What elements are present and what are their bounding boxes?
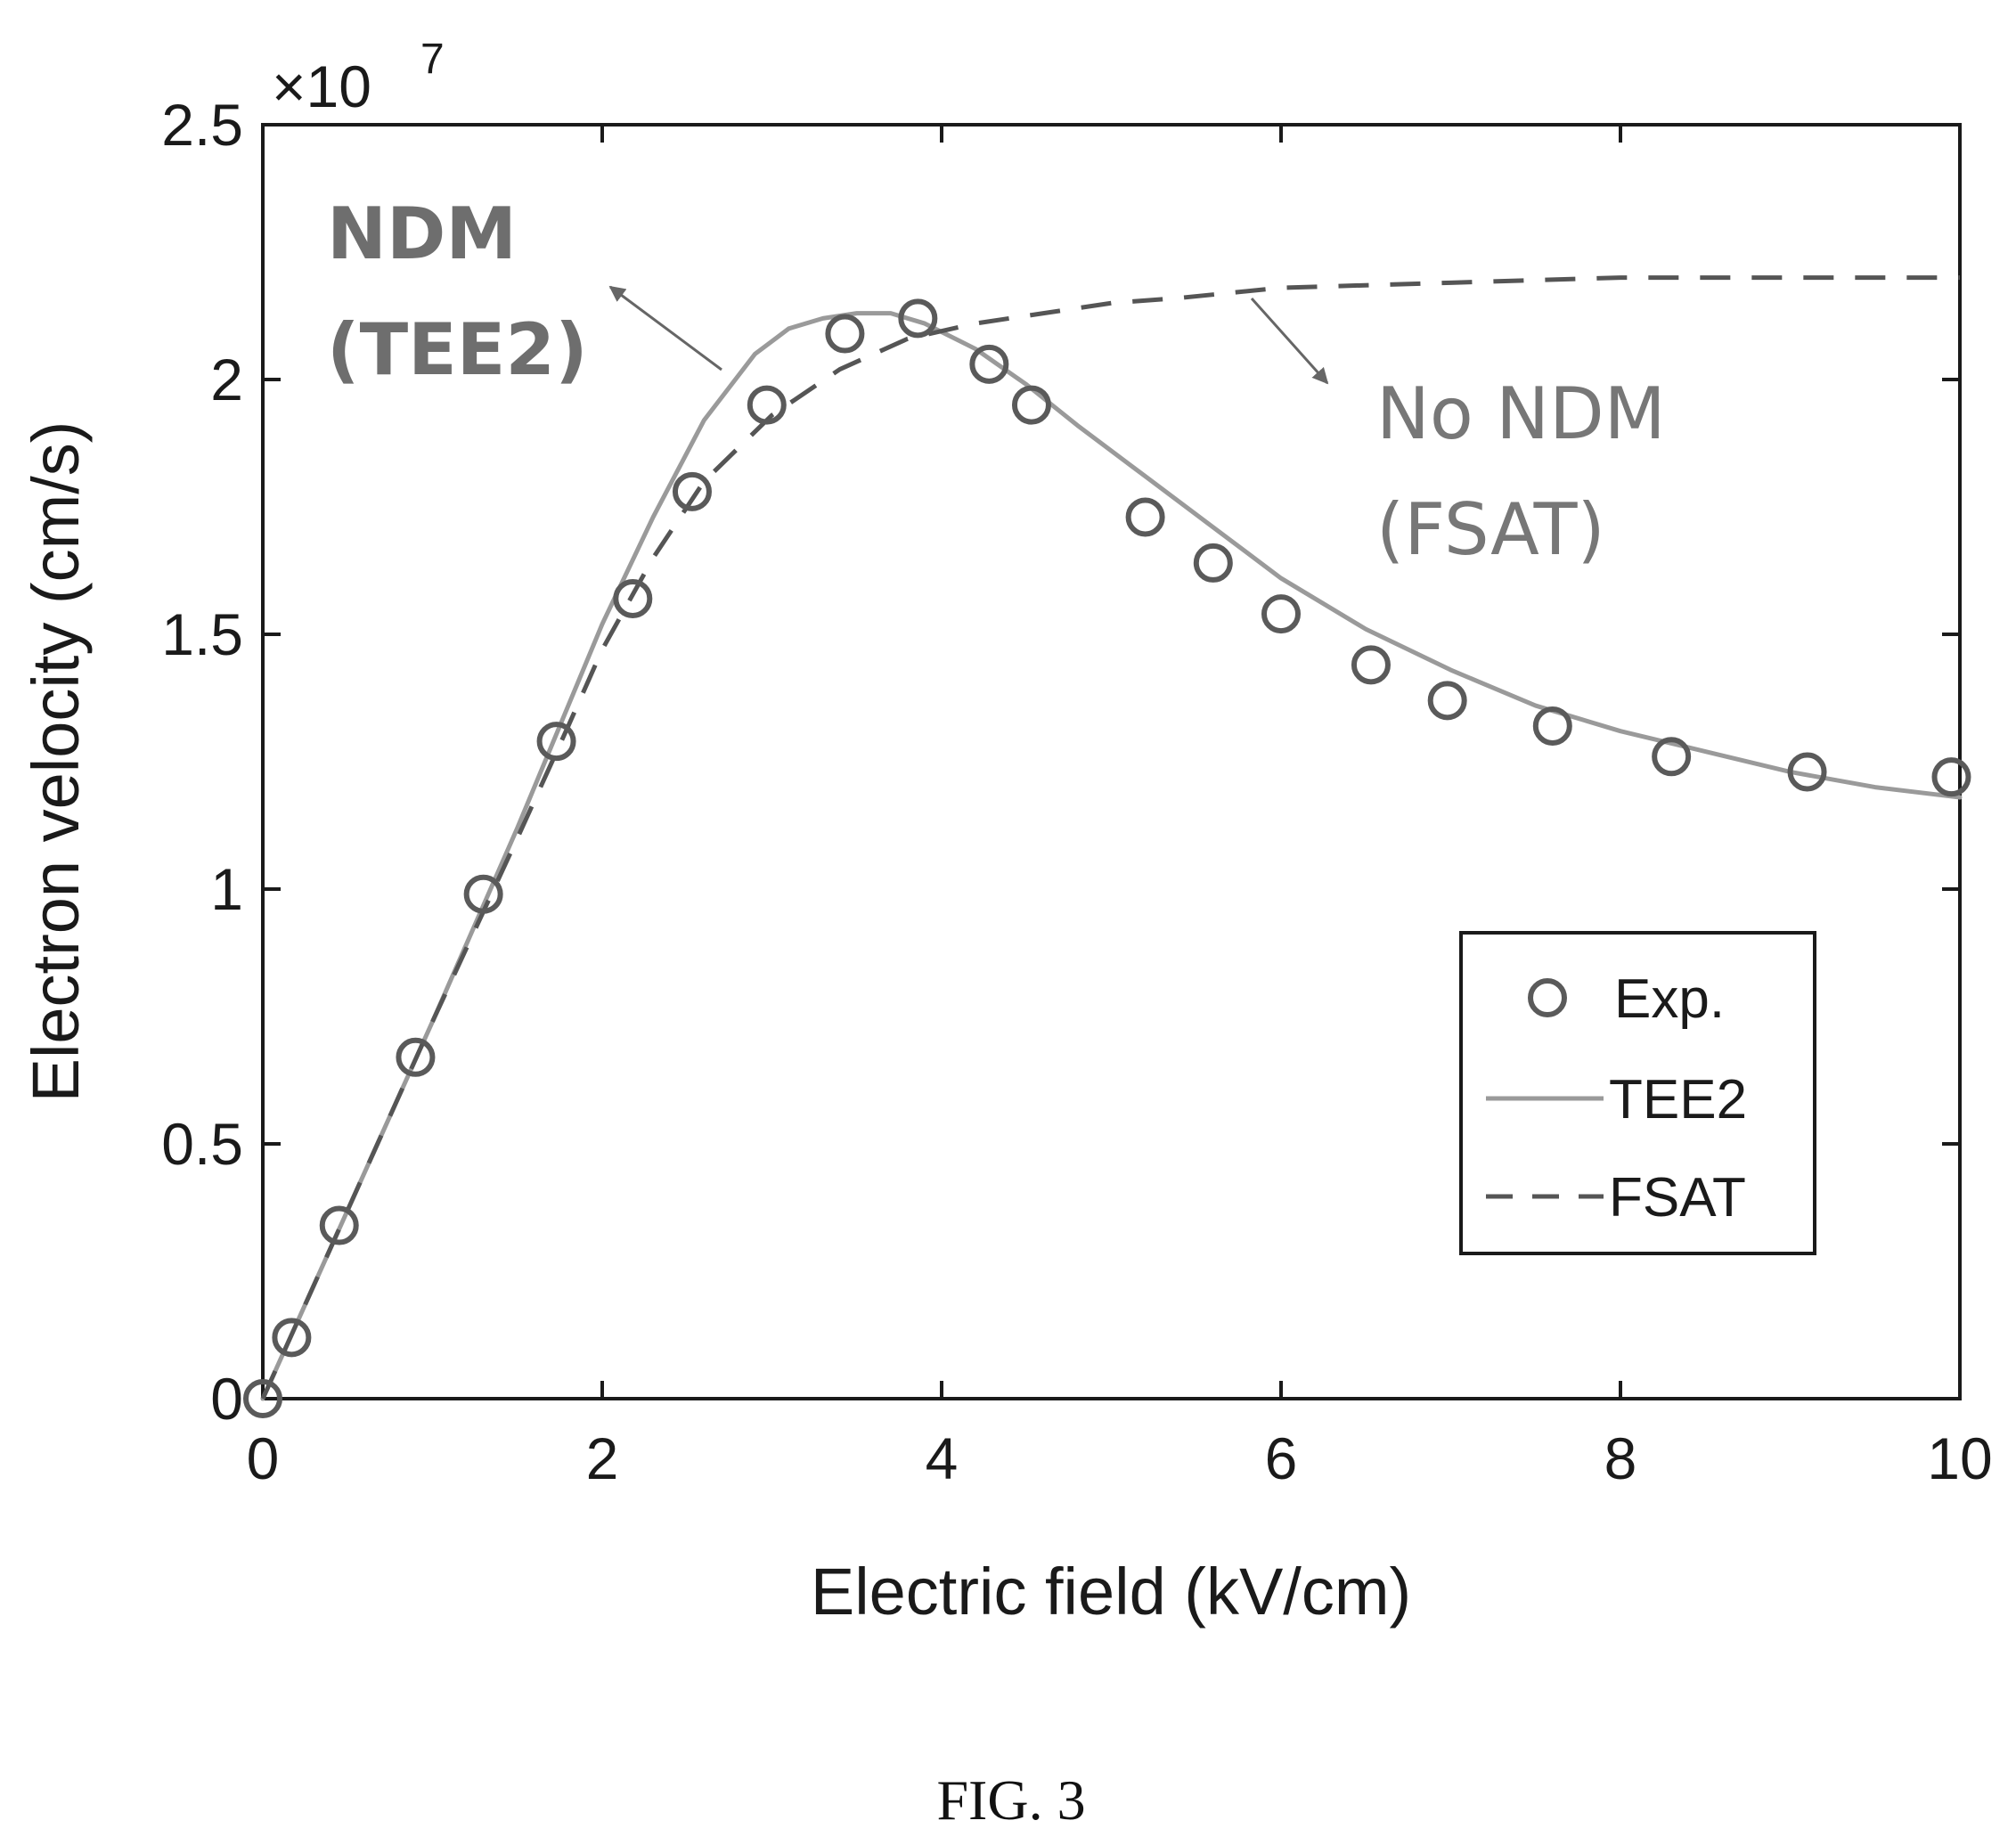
x-tick-label: 4 [926,1425,959,1491]
annotation-no-ndm-line1: No NDM [1376,372,1666,455]
y-tick-label: 1 [210,856,243,922]
exp-data-point [1931,757,1971,797]
y-exponent: 7 [420,36,445,83]
exp-data-point [1011,385,1051,425]
exp-data-point [613,578,653,618]
legend-marker-exp [1528,978,1567,1017]
exp-data-point [536,722,576,762]
x-tick-label: 8 [1604,1425,1637,1491]
exp-data-point [1193,543,1233,583]
y-tick-label: 2 [210,347,243,412]
exp-data-point [396,1037,436,1077]
y-axis: 0 0.5 1 1.5 2 2.5 [161,92,1960,1432]
exp-data-point [898,298,938,339]
x-tick-label: 2 [586,1425,619,1491]
exp-data-point [1351,645,1391,685]
exp-data-point [463,874,503,914]
annotation-no-ndm-arrow [1250,297,1329,385]
legend: Exp. TEE2 FSAT [1459,931,1816,1255]
annotation-ndm-arrow [608,285,722,371]
annotation-ndm: NDM (TEE2) [327,192,722,391]
annotation-ndm-line1: NDM [327,192,517,275]
x-axis: 0 2 4 6 8 10 [247,125,1993,1491]
y-tick-label: 0.5 [161,1111,243,1177]
annotation-no-ndm-line2: (FSAT) [1376,488,1605,571]
series-line-fsat [260,275,1960,1400]
x-axis-label: Electric field (kV/cm) [811,1555,1411,1629]
exp-data-point [1427,681,1467,721]
exp-data-point [747,385,787,425]
figure-caption: FIG. 3 [936,1768,1085,1832]
x-tick-label: 0 [247,1425,280,1491]
y-axis-label: Electron velocity (cm/s) [19,421,93,1103]
exp-data-point [825,314,865,354]
exp-data-point [1787,752,1827,792]
x-tick-label: 10 [1927,1425,1992,1491]
exp-data-point [319,1205,359,1245]
exp-data-point [969,344,1009,384]
y-multiplier: ×10 [272,53,371,119]
legend-label-tee2: TEE2 [1609,1069,1747,1131]
exp-data-point [1125,497,1165,537]
y-tick-label: 1.5 [161,601,243,667]
exp-data-point [243,1379,282,1418]
exp-data-point [1261,594,1301,634]
annotation-no-ndm: No NDM (FSAT) [1250,297,1666,571]
y-tick-label: 2.5 [161,92,243,158]
x-tick-label: 6 [1265,1425,1298,1491]
exp-data-point [1532,706,1572,746]
legend-box [1459,931,1816,1255]
exp-data-point [1652,737,1692,777]
annotation-ndm-line2: (TEE2) [327,308,588,391]
y-tick-label: 0 [210,1366,243,1432]
exp-data-point [672,471,712,511]
exp-data-point [272,1318,312,1358]
legend-label-fsat: FSAT [1609,1167,1746,1229]
legend-label-exp: Exp. [1614,968,1725,1030]
series-line-tee2 [260,311,1963,1401]
series-layer [243,275,1971,1418]
